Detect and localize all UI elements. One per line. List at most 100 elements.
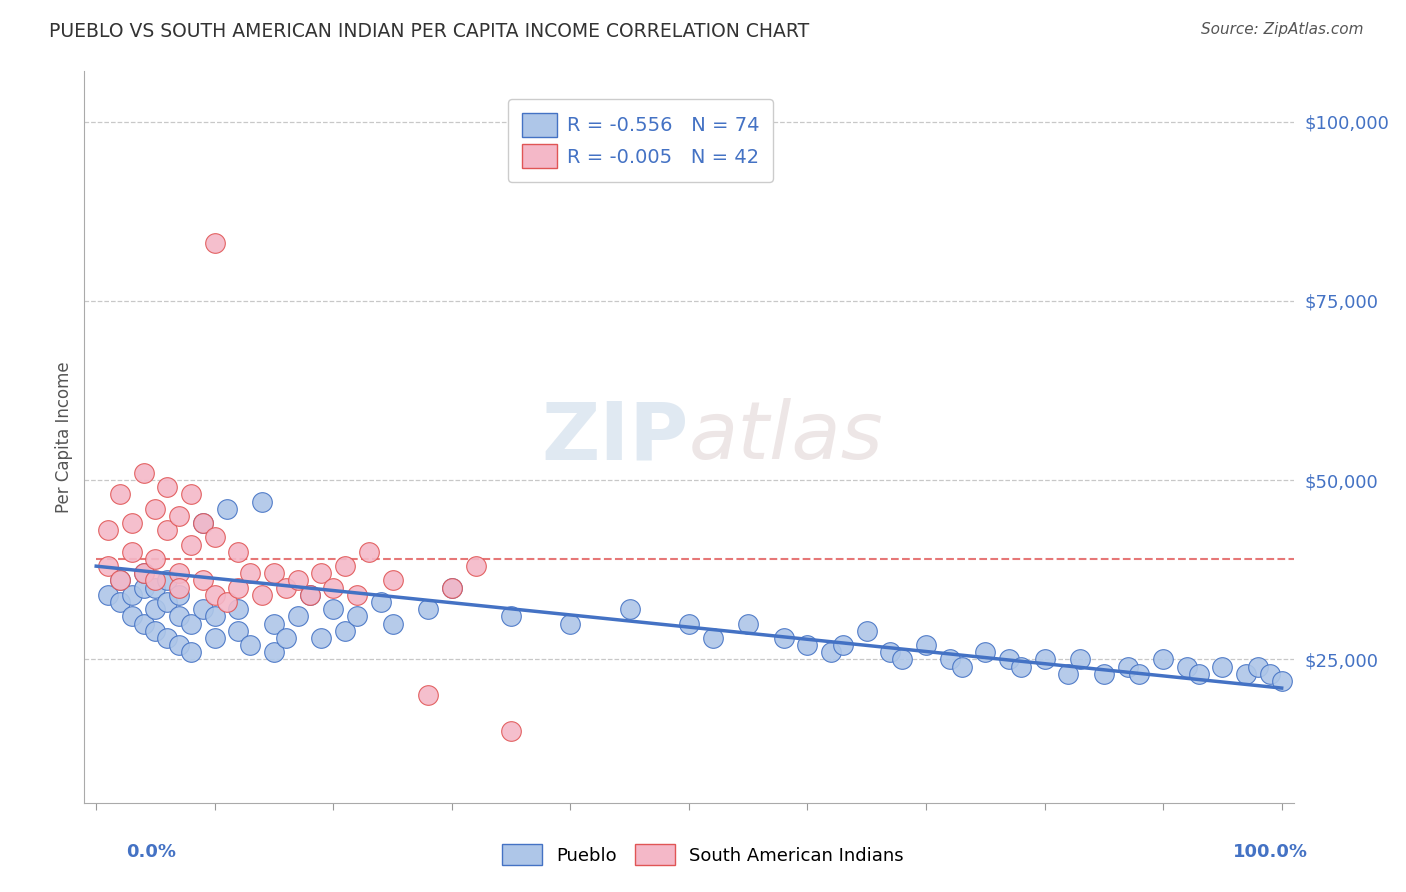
Point bbox=[228, 545, 250, 559]
Point bbox=[108, 574, 131, 588]
Point bbox=[311, 631, 333, 645]
Point bbox=[156, 595, 179, 609]
Point bbox=[796, 638, 818, 652]
Point bbox=[167, 638, 190, 652]
Point bbox=[560, 616, 582, 631]
Point bbox=[108, 487, 131, 501]
Point bbox=[298, 588, 321, 602]
Point bbox=[145, 552, 167, 566]
Point bbox=[191, 516, 214, 530]
Point bbox=[191, 516, 214, 530]
Point bbox=[250, 494, 273, 508]
Point bbox=[346, 609, 368, 624]
Point bbox=[274, 581, 297, 595]
Point bbox=[440, 581, 463, 595]
Point bbox=[167, 609, 190, 624]
Point bbox=[180, 538, 202, 552]
Point bbox=[180, 487, 202, 501]
Point bbox=[145, 624, 167, 638]
Point bbox=[820, 645, 842, 659]
Point bbox=[333, 624, 356, 638]
Point bbox=[678, 616, 700, 631]
Point bbox=[418, 602, 440, 616]
Point bbox=[1247, 659, 1270, 673]
Point bbox=[132, 616, 155, 631]
Point bbox=[974, 645, 997, 659]
Point bbox=[145, 581, 167, 595]
Point bbox=[204, 588, 226, 602]
Point bbox=[156, 631, 179, 645]
Point bbox=[274, 631, 297, 645]
Point bbox=[501, 609, 523, 624]
Point bbox=[891, 652, 914, 666]
Point bbox=[263, 645, 285, 659]
Point bbox=[132, 581, 155, 595]
Point bbox=[132, 566, 155, 581]
Point bbox=[239, 638, 262, 652]
Point bbox=[832, 638, 855, 652]
Point bbox=[132, 466, 155, 480]
Text: Source: ZipAtlas.com: Source: ZipAtlas.com bbox=[1201, 22, 1364, 37]
Point bbox=[357, 545, 380, 559]
Point bbox=[121, 588, 143, 602]
Point bbox=[145, 574, 167, 588]
Point bbox=[464, 559, 486, 574]
Point bbox=[501, 724, 523, 739]
Point bbox=[167, 508, 190, 523]
Point bbox=[1033, 652, 1056, 666]
Text: 100.0%: 100.0% bbox=[1233, 843, 1308, 861]
Point bbox=[204, 631, 226, 645]
Point bbox=[204, 236, 226, 251]
Point bbox=[1128, 666, 1150, 681]
Point bbox=[167, 566, 190, 581]
Point bbox=[1092, 666, 1115, 681]
Point bbox=[97, 559, 120, 574]
Point bbox=[915, 638, 938, 652]
Point bbox=[418, 688, 440, 702]
Point bbox=[156, 480, 179, 494]
Point bbox=[322, 602, 344, 616]
Point bbox=[1116, 659, 1139, 673]
Point bbox=[156, 524, 179, 538]
Point bbox=[619, 602, 641, 616]
Point bbox=[1175, 659, 1198, 673]
Point bbox=[298, 588, 321, 602]
Point bbox=[938, 652, 960, 666]
Point bbox=[228, 602, 250, 616]
Point bbox=[370, 595, 392, 609]
Point bbox=[440, 581, 463, 595]
Point bbox=[1211, 659, 1233, 673]
Point bbox=[1234, 666, 1257, 681]
Text: 0.0%: 0.0% bbox=[127, 843, 177, 861]
Point bbox=[108, 595, 131, 609]
Point bbox=[333, 559, 356, 574]
Point bbox=[215, 595, 238, 609]
Point bbox=[191, 602, 214, 616]
Point bbox=[250, 588, 273, 602]
Point bbox=[998, 652, 1021, 666]
Point bbox=[167, 588, 190, 602]
Point bbox=[381, 574, 404, 588]
Point bbox=[204, 609, 226, 624]
Point bbox=[855, 624, 877, 638]
Point bbox=[772, 631, 794, 645]
Point bbox=[180, 616, 202, 631]
Point bbox=[737, 616, 759, 631]
Point bbox=[180, 645, 202, 659]
Point bbox=[1010, 659, 1032, 673]
Point bbox=[287, 609, 309, 624]
Point bbox=[1271, 673, 1294, 688]
Point bbox=[191, 574, 214, 588]
Y-axis label: Per Capita Income: Per Capita Income bbox=[55, 361, 73, 513]
Point bbox=[167, 581, 190, 595]
Point bbox=[702, 631, 724, 645]
Point bbox=[263, 566, 285, 581]
Legend: R = -0.556   N = 74, R = -0.005   N = 42: R = -0.556 N = 74, R = -0.005 N = 42 bbox=[509, 99, 773, 182]
Point bbox=[215, 501, 238, 516]
Point bbox=[263, 616, 285, 631]
Point bbox=[228, 624, 250, 638]
Point bbox=[97, 524, 120, 538]
Point bbox=[346, 588, 368, 602]
Point bbox=[381, 616, 404, 631]
Point bbox=[287, 574, 309, 588]
